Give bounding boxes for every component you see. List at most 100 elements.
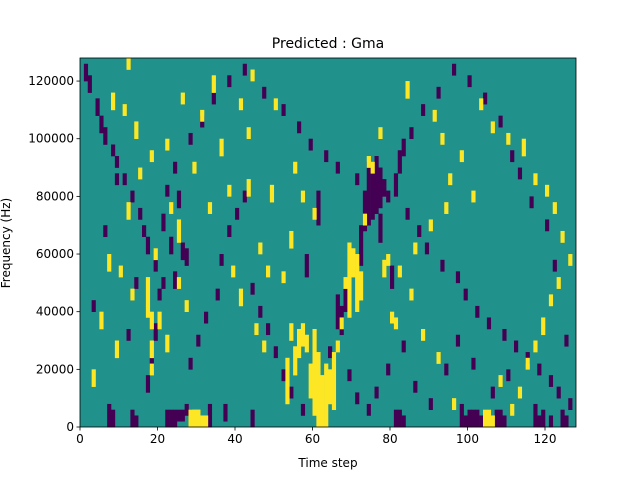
heatmap-cell-low xyxy=(258,305,263,318)
heatmap-cell-low xyxy=(545,219,550,232)
heatmap-cell-low xyxy=(537,415,542,428)
heatmap-cell-high xyxy=(285,357,290,405)
heatmap-cell-high xyxy=(157,311,162,330)
heatmap-cell-high xyxy=(262,340,267,353)
chart-title: Predicted : Gma xyxy=(272,36,384,52)
heatmap-cell-high xyxy=(320,375,325,428)
heatmap-cell-low xyxy=(215,288,220,301)
heatmap-cell-high xyxy=(200,109,205,122)
heatmap-cell-low xyxy=(126,328,131,341)
y-tick-label: 80000 xyxy=(36,189,74,203)
heatmap-cell-low xyxy=(184,403,189,416)
heatmap-cell-high xyxy=(506,132,511,145)
heatmap-cell-low xyxy=(262,86,267,99)
heatmap-cell-high xyxy=(312,328,317,416)
heatmap-cell-high xyxy=(99,311,104,330)
x-tick-label: 0 xyxy=(76,432,84,446)
heatmap-cell-high xyxy=(192,161,197,174)
heatmap-cell-low xyxy=(134,415,139,428)
heatmap-cell-low xyxy=(87,75,92,93)
heatmap-cell-high xyxy=(165,334,170,353)
heatmap-cell-low xyxy=(537,363,542,376)
heatmap-cell-high xyxy=(269,184,275,203)
heatmap-cell-low xyxy=(475,409,480,428)
heatmap-cell-high xyxy=(192,409,197,428)
heatmap-cell-low xyxy=(173,409,178,428)
heatmap-cell-low xyxy=(142,225,147,238)
heatmap-cell-low xyxy=(130,190,135,203)
heatmap-cell-high xyxy=(324,363,329,428)
heatmap-cell-high xyxy=(254,323,259,336)
heatmap-cell-low xyxy=(548,375,554,387)
heatmap-cell-high xyxy=(130,288,135,301)
heatmap-cell-low xyxy=(211,92,216,105)
heatmap-cell-high xyxy=(266,265,271,278)
heatmap-cell-high xyxy=(382,259,387,278)
heatmap-cell-low xyxy=(568,398,573,410)
heatmap-cell-low xyxy=(374,156,379,214)
heatmap-cell-high xyxy=(347,242,352,318)
y-tick-label: 0 xyxy=(66,420,74,434)
heatmap-cell-high xyxy=(436,352,441,364)
heatmap-cell-low xyxy=(455,334,461,347)
heatmap-cell-high xyxy=(312,207,317,220)
heatmap-cell-low xyxy=(180,242,185,261)
heatmap-cell-high xyxy=(490,121,495,134)
heatmap-cell-low xyxy=(114,156,120,168)
heatmap-cell-low xyxy=(502,415,507,428)
heatmap-cell-low xyxy=(219,254,224,266)
heatmap-cell-high xyxy=(432,109,437,122)
heatmap-cell-high xyxy=(386,254,391,266)
heatmap-cell-high xyxy=(362,213,368,226)
heatmap-cell-low xyxy=(145,375,151,393)
heatmap-cell-high xyxy=(331,352,337,411)
heatmap-cell-low xyxy=(304,254,309,278)
heatmap-cell-high xyxy=(176,219,182,243)
x-tick-label: 120 xyxy=(534,432,557,446)
heatmap-cell-high xyxy=(370,161,375,174)
heatmap-cell-low xyxy=(103,127,108,145)
heatmap-cell-high xyxy=(145,305,151,318)
heatmap-cell-high xyxy=(393,317,399,330)
heatmap-cell-high xyxy=(328,369,333,405)
heatmap-cell-low xyxy=(510,150,515,163)
heatmap-cell-low xyxy=(494,409,499,428)
heatmap-cell-low xyxy=(114,173,120,186)
heatmap-cell-high xyxy=(250,69,255,82)
heatmap-cell-high xyxy=(289,230,294,249)
heatmap-cell-low xyxy=(548,415,554,428)
heatmap-cell-high xyxy=(308,363,313,399)
x-tick-label: 80 xyxy=(382,432,397,446)
heatmap-cell-low xyxy=(401,138,406,157)
heatmap-cell-low xyxy=(266,323,271,336)
heatmap-cell-low xyxy=(428,398,433,410)
heatmap-cell-high xyxy=(339,317,344,330)
heatmap-cell-low xyxy=(444,363,449,376)
heatmap-cell-low xyxy=(552,259,557,272)
heatmap-cell-high xyxy=(289,323,294,341)
heatmap-cell-high xyxy=(355,254,360,312)
heatmap-cell-high xyxy=(227,184,232,197)
heatmap-cell-low xyxy=(413,380,418,393)
heatmap-cell-high xyxy=(300,190,306,203)
heatmap-cell-low xyxy=(362,190,368,232)
heatmap-cell-low xyxy=(161,213,166,232)
heatmap-cell-high xyxy=(359,271,364,301)
heatmap-cell-high xyxy=(149,150,154,163)
heatmap-cell-low xyxy=(483,92,488,105)
heatmap-cell-low xyxy=(556,386,561,399)
heatmap-cell-low xyxy=(169,236,174,255)
heatmap-cell-high xyxy=(111,92,116,111)
heatmap-cell-low xyxy=(250,282,255,295)
heatmap-cell-low xyxy=(91,300,96,312)
heatmap-cell-low xyxy=(83,63,89,82)
heatmap-cell-low xyxy=(335,294,340,330)
heatmap-cell-high xyxy=(149,363,154,376)
heatmap-cell-low xyxy=(347,369,352,382)
heatmap-cell-low xyxy=(378,167,383,209)
heatmap-cell-low xyxy=(138,207,143,220)
plot-frame xyxy=(79,57,577,428)
heatmap-cell-low xyxy=(153,323,158,341)
heatmap-cell-high xyxy=(196,409,201,416)
